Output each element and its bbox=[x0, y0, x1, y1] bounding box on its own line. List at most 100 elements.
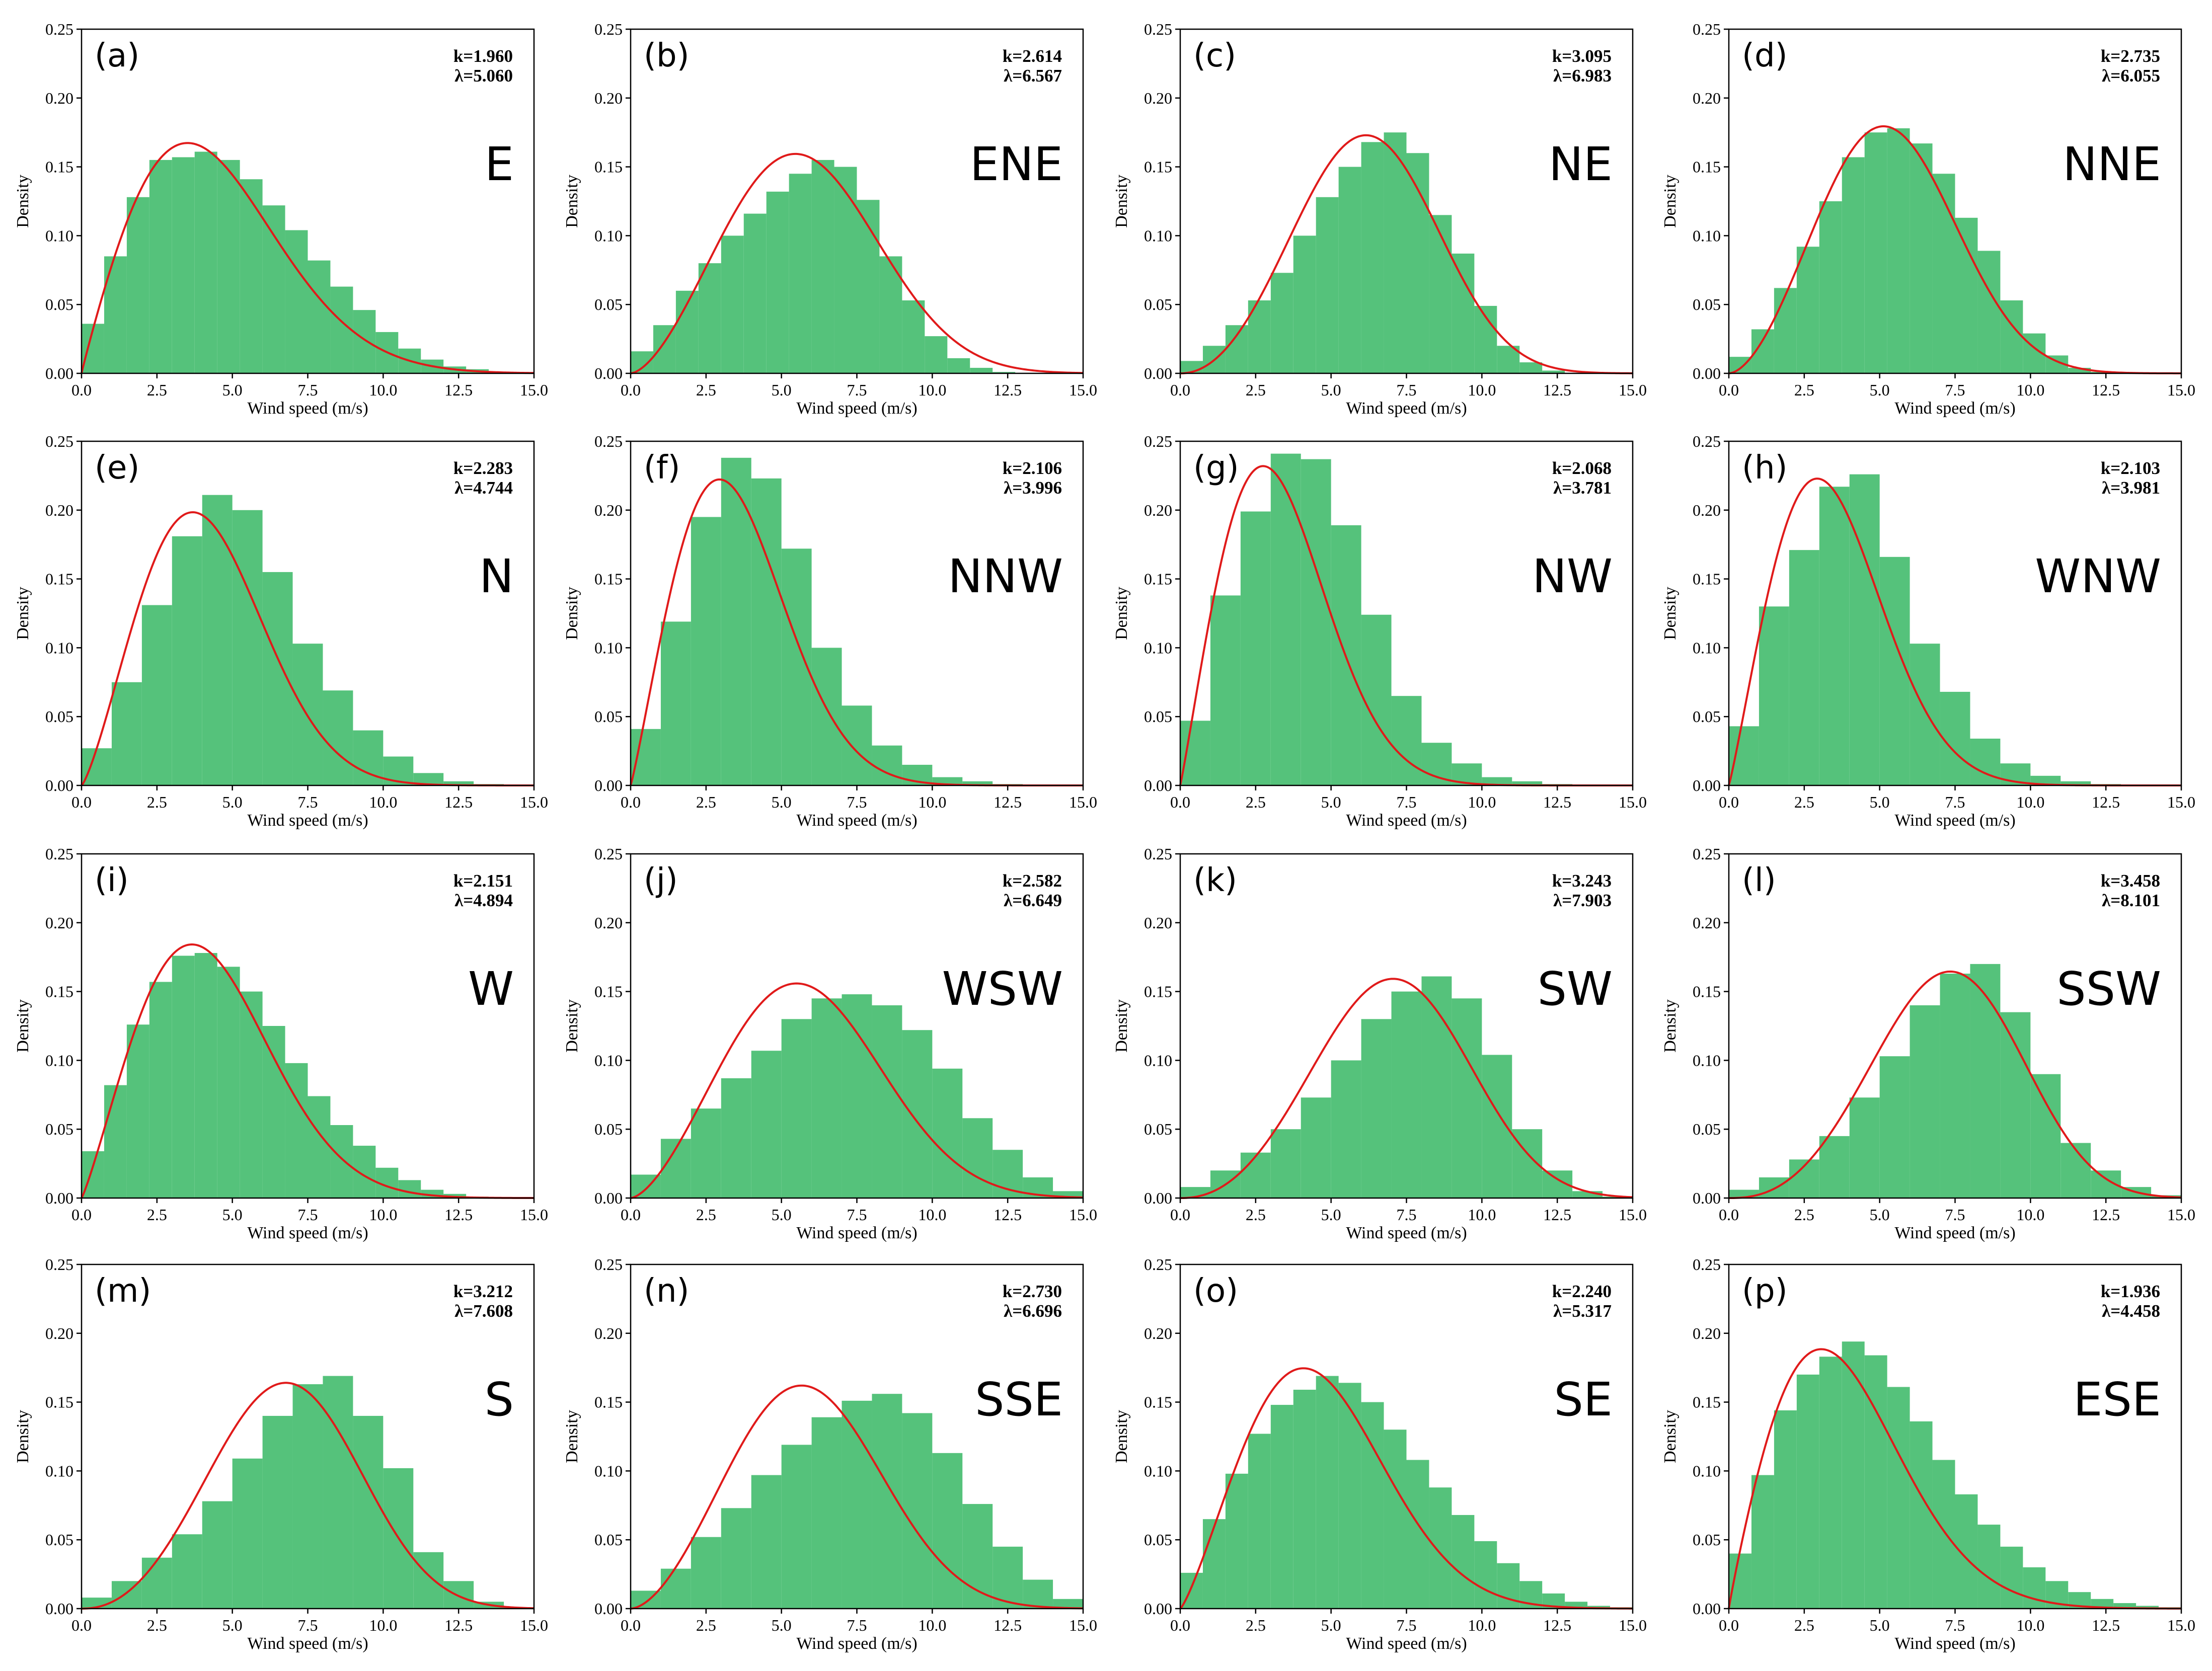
histogram-bar bbox=[1452, 998, 1482, 1198]
histogram-bar bbox=[932, 1068, 963, 1198]
histogram-bar bbox=[1361, 1019, 1392, 1198]
histogram-bar bbox=[1977, 251, 2001, 373]
y-tick-label: 0.00 bbox=[1693, 364, 1721, 382]
y-tick-label: 0.15 bbox=[45, 158, 73, 176]
x-tick-label: 5.0 bbox=[1321, 1206, 1341, 1224]
x-tick-label: 12.5 bbox=[1543, 793, 1571, 811]
histogram-bar bbox=[308, 260, 331, 373]
x-tick-label: 7.5 bbox=[847, 1616, 867, 1634]
histogram-bar bbox=[1361, 614, 1392, 785]
x-tick-label: 15.0 bbox=[520, 381, 548, 399]
histogram-bar bbox=[330, 286, 353, 373]
wind-direction-label: SSE bbox=[975, 1373, 1063, 1426]
histogram-bar bbox=[751, 1475, 782, 1609]
histogram-bar bbox=[172, 1534, 202, 1609]
x-tick-label: 7.5 bbox=[1945, 381, 1965, 399]
histogram-bar bbox=[308, 1096, 331, 1198]
x-tick-label: 12.5 bbox=[994, 793, 1022, 811]
histogram-bar bbox=[1452, 1515, 1475, 1609]
x-axis-label: Wind speed (m/s) bbox=[796, 399, 917, 418]
x-tick-label: 12.5 bbox=[444, 1616, 473, 1634]
scale-parameter: λ=6.649 bbox=[1004, 891, 1062, 910]
y-tick-label: 0.20 bbox=[45, 914, 73, 932]
histogram-bar bbox=[1316, 197, 1339, 373]
y-tick-label: 0.25 bbox=[594, 1255, 623, 1274]
x-tick-label: 0.0 bbox=[1170, 381, 1190, 399]
histogram-bar bbox=[1384, 132, 1407, 373]
x-tick-label: 7.5 bbox=[1945, 793, 1965, 811]
panel-tag: (f) bbox=[644, 449, 680, 487]
shape-parameter: k=1.936 bbox=[2101, 1282, 2160, 1301]
y-tick-label: 0.20 bbox=[1144, 914, 1172, 932]
wind-direction-label: S bbox=[485, 1373, 514, 1426]
weibull-fit-curve bbox=[81, 142, 535, 374]
y-tick-label: 0.05 bbox=[594, 1120, 623, 1138]
histogram-bar bbox=[2091, 372, 2114, 373]
histogram-bar bbox=[141, 605, 172, 785]
x-axis-label: Wind speed (m/s) bbox=[1894, 811, 2015, 830]
histogram-bar bbox=[353, 1415, 384, 1609]
x-tick-label: 0.0 bbox=[71, 1616, 92, 1634]
panel-g: 0.0 2.5 5.0 7.5 10.0 12.5 15.0 0.00 0.05 0.10 0.15… bbox=[1112, 432, 1647, 830]
histogram-bar bbox=[721, 1078, 751, 1198]
y-tick-label: 0.05 bbox=[1144, 1531, 1172, 1549]
histogram-bar bbox=[1751, 1475, 1774, 1609]
x-tick-label: 10.0 bbox=[2016, 381, 2044, 399]
x-tick-label: 7.5 bbox=[1945, 1206, 1965, 1224]
shape-parameter: k=2.735 bbox=[2101, 46, 2160, 66]
histogram-bar bbox=[202, 495, 233, 785]
x-tick-label: 2.5 bbox=[147, 381, 167, 399]
y-tick-label: 0.25 bbox=[594, 432, 623, 450]
panel-tag: (i) bbox=[95, 862, 129, 899]
y-tick-label: 0.15 bbox=[594, 570, 623, 588]
y-tick-label: 0.00 bbox=[594, 1189, 623, 1207]
histogram-bar bbox=[631, 351, 653, 373]
x-tick-label: 2.5 bbox=[1246, 381, 1266, 399]
wind-direction-label: WNW bbox=[2035, 549, 2161, 603]
histogram-bar bbox=[1482, 777, 1512, 785]
histogram-bar bbox=[691, 517, 721, 785]
wind-direction-label: NNW bbox=[948, 549, 1063, 603]
histogram-bar bbox=[1519, 362, 1543, 373]
x-tick-label: 2.5 bbox=[696, 381, 716, 399]
histogram-bar bbox=[1293, 1389, 1316, 1609]
panel-o: 0.0 2.5 5.0 7.5 10.0 12.5 15.0 0.00 0.05 0.10 0.15… bbox=[1112, 1255, 1647, 1653]
histogram-bar bbox=[323, 690, 353, 785]
wind-direction-label: WSW bbox=[942, 962, 1063, 1016]
x-tick-label: 7.5 bbox=[298, 1206, 318, 1224]
histogram-bar bbox=[1887, 1387, 1910, 1609]
y-tick-label: 0.10 bbox=[45, 226, 73, 245]
panel-a: 0.0 2.5 5.0 7.5 10.0 12.5 15.0 0.00 0.05 0.10 0.15… bbox=[14, 20, 548, 418]
histogram-bar bbox=[2091, 1599, 2114, 1609]
histogram-bar bbox=[104, 256, 127, 373]
histogram-bar bbox=[240, 991, 263, 1198]
histogram-bar bbox=[1849, 1097, 1880, 1198]
x-tick-label: 0.0 bbox=[1719, 793, 1739, 811]
weibull-fit-curve bbox=[81, 1382, 535, 1610]
histogram-bar bbox=[126, 1024, 149, 1198]
x-tick-label: 0.0 bbox=[1719, 381, 1739, 399]
x-tick-label: 15.0 bbox=[1619, 1206, 1647, 1224]
y-tick-label: 0.15 bbox=[1144, 1393, 1172, 1411]
x-tick-label: 5.0 bbox=[1321, 793, 1341, 811]
scale-parameter: λ=4.458 bbox=[2102, 1301, 2160, 1321]
x-tick-label: 0.0 bbox=[1719, 1616, 1739, 1634]
histogram-bar bbox=[194, 151, 217, 373]
x-tick-label: 0.0 bbox=[71, 1206, 92, 1224]
histogram-bar bbox=[1970, 738, 2001, 785]
histogram-bar bbox=[1910, 1421, 1933, 1609]
x-tick-label: 15.0 bbox=[2167, 381, 2195, 399]
x-tick-label: 0.0 bbox=[71, 793, 92, 811]
y-tick-label: 0.10 bbox=[1144, 1051, 1172, 1069]
x-axis-label: Wind speed (m/s) bbox=[247, 811, 368, 830]
x-tick-label: 15.0 bbox=[2167, 1616, 2195, 1634]
x-tick-label: 0.0 bbox=[1719, 1206, 1739, 1224]
wind-direction-label: W bbox=[468, 962, 514, 1016]
x-axis-label: Wind speed (m/s) bbox=[1346, 1634, 1467, 1653]
x-tick-label: 2.5 bbox=[1794, 1616, 1814, 1634]
y-tick-label: 0.05 bbox=[1693, 295, 1721, 313]
y-tick-label: 0.00 bbox=[1144, 1189, 1172, 1207]
x-tick-label: 10.0 bbox=[369, 1616, 397, 1634]
histogram-bar bbox=[149, 982, 172, 1198]
